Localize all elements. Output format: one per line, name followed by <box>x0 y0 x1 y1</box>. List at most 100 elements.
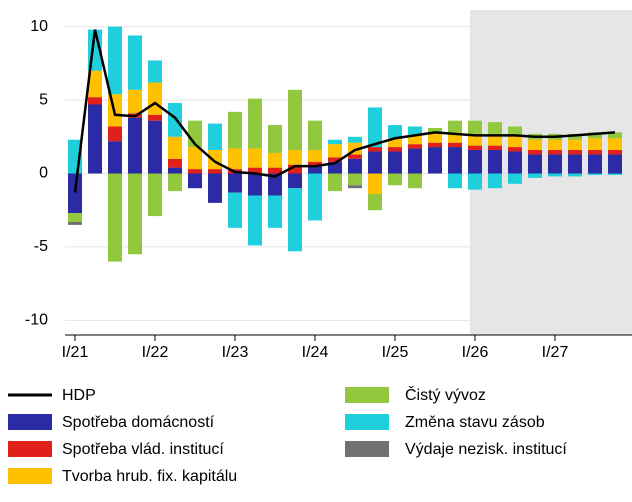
bar-segment <box>468 173 482 190</box>
bar-segment <box>328 157 342 162</box>
bar-segment <box>448 142 462 148</box>
bar-segment <box>168 136 182 159</box>
bar-segment <box>328 139 342 145</box>
bar-segment <box>108 173 122 262</box>
bar-segment <box>208 150 222 170</box>
bar-segment <box>128 89 142 114</box>
bar-segment <box>448 120 462 133</box>
bar-segment <box>508 135 522 148</box>
bar-segment <box>388 138 402 148</box>
bar-segment <box>348 173 362 186</box>
y-tick-label: 5 <box>39 91 48 108</box>
bar-segment <box>428 142 442 148</box>
legend-label: Tvorba hrub. fix. kapitálu <box>62 468 237 485</box>
bar-segment <box>408 144 422 149</box>
y-tick-label: 10 <box>30 18 48 35</box>
bar-segment <box>348 185 362 189</box>
bar-segment <box>488 150 502 174</box>
bar-segment <box>528 150 542 155</box>
bar-segment <box>228 148 242 170</box>
legend-label: Spotřeba domácností <box>62 414 215 431</box>
bar-segment <box>348 142 362 155</box>
bar-segment <box>548 139 562 151</box>
bar-segment <box>548 150 562 155</box>
bar-segment <box>228 173 242 193</box>
bar-segment <box>368 173 382 195</box>
bar-segment <box>568 173 582 177</box>
bar-segment <box>128 117 142 174</box>
bar-segment <box>508 173 522 184</box>
bar-segment <box>248 195 262 246</box>
bar-segment <box>408 173 422 189</box>
bar-segment <box>148 60 162 83</box>
bar-segment <box>488 173 502 189</box>
bar-segment <box>148 173 162 217</box>
bar-segment <box>468 145 482 151</box>
bar-segment <box>248 173 262 196</box>
bar-segment <box>448 147 462 174</box>
bar-segment <box>468 150 482 174</box>
bar-segment <box>468 133 482 146</box>
bar-segment <box>568 133 582 140</box>
bar-segment <box>288 89 302 151</box>
legend-label: Výdaje nezisk. institucí <box>405 441 567 458</box>
bar-segment <box>188 169 202 174</box>
bar-segment <box>368 194 382 211</box>
bar-segment <box>368 147 382 152</box>
bar-segment <box>108 126 122 142</box>
bar-segment <box>148 120 162 174</box>
bar-segment <box>508 147 522 152</box>
bar-segment <box>308 166 322 174</box>
bar-segment <box>608 154 622 174</box>
x-tick-label: I/27 <box>542 344 569 361</box>
bar-segment <box>448 173 462 189</box>
bar-segment <box>588 154 602 174</box>
bar-segment <box>308 150 322 162</box>
bar-segment <box>128 35 142 90</box>
bar-segment <box>268 152 282 168</box>
x-tick-label: I/23 <box>222 344 249 361</box>
bar-segment <box>348 154 362 159</box>
bar-segment <box>328 144 342 158</box>
bar-segment <box>168 167 182 174</box>
bar-segment <box>468 120 482 134</box>
bar-segment <box>228 192 242 228</box>
legend-swatch <box>8 468 52 484</box>
bar-segment <box>208 169 222 174</box>
bar-segment <box>268 173 282 196</box>
y-tick-label: 0 <box>39 165 48 182</box>
bar-segment <box>308 120 322 151</box>
bar-segment <box>148 114 162 121</box>
bar-segment <box>368 107 382 148</box>
bar-segment <box>348 158 362 174</box>
bar-segment <box>88 97 102 105</box>
bar-segment <box>388 151 402 174</box>
bar-segment <box>168 173 182 192</box>
bar-segment <box>308 173 322 221</box>
bar-segment <box>388 125 402 139</box>
bar-segment <box>228 111 242 149</box>
bar-segment <box>428 147 442 174</box>
bar-segment <box>88 104 102 174</box>
bar-segment <box>388 147 402 152</box>
bar-segment <box>288 173 302 189</box>
bar-segment <box>528 154 542 174</box>
bar-segment <box>188 173 202 189</box>
bar-segment <box>68 213 82 222</box>
bar-segment <box>248 98 262 149</box>
bar-segment <box>428 127 442 134</box>
x-tick-label: I/26 <box>462 344 489 361</box>
bar-segment <box>428 133 442 143</box>
bar-segment <box>168 158 182 168</box>
bar-segment <box>308 161 322 167</box>
bar-segment <box>488 122 502 134</box>
bar-segment <box>368 151 382 174</box>
x-tick-label: I/21 <box>62 344 89 361</box>
bar-segment <box>568 139 582 151</box>
bar-segment <box>248 148 262 168</box>
bar-segment <box>268 195 282 228</box>
bar-segment <box>608 132 622 139</box>
bar-segment <box>288 164 302 174</box>
bar-segment <box>488 145 502 151</box>
